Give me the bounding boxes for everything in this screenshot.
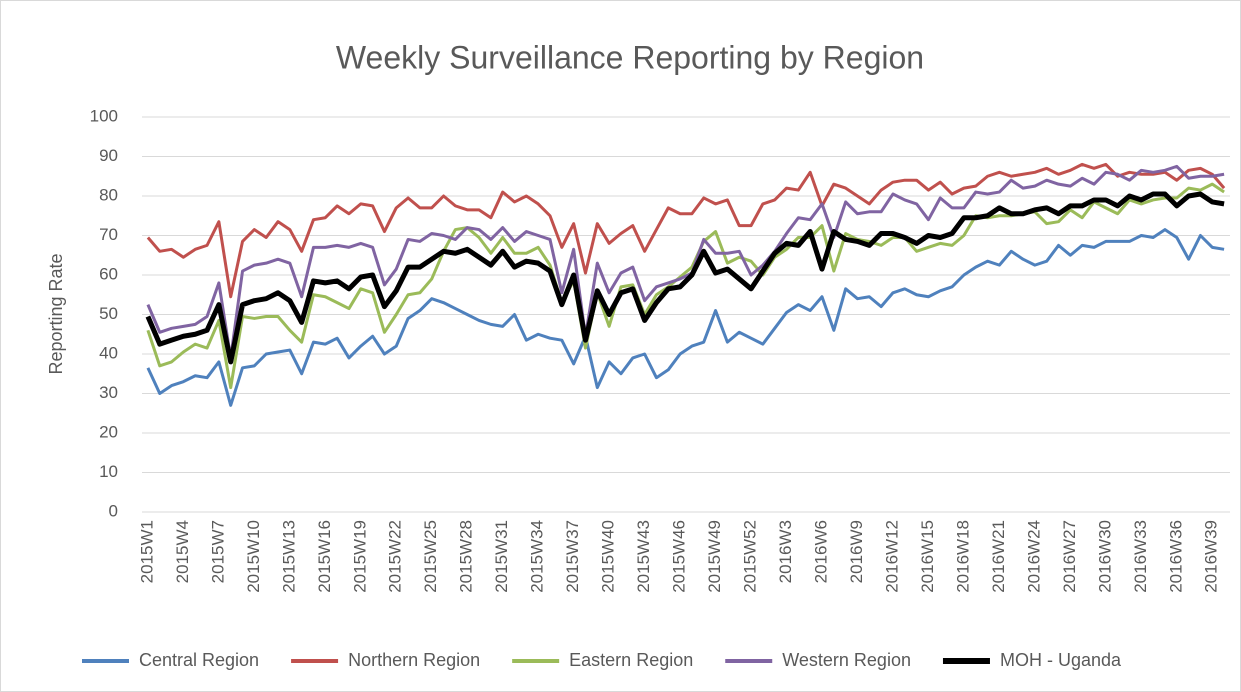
x-tick-label: 2015W28 [457,520,476,593]
x-tick-label: 2016W39 [1202,520,1221,593]
x-tick-label: 2016W30 [1095,520,1114,593]
chart-title: Weekly Surveillance Reporting by Region [336,39,924,75]
x-tick-label: 2015W7 [208,520,227,583]
x-tick-label: 2015W19 [350,520,369,593]
x-tick-label: 2015W31 [492,520,511,593]
series-line [145,191,1225,365]
x-tick-label: 2016W21 [989,520,1008,593]
x-tick-label: 2015W49 [705,520,724,593]
x-tick-label: 2015W37 [563,520,582,593]
legend-label: Northern Region [348,650,480,670]
x-tick-label: 2016W15 [918,520,937,593]
y-tick-label: 60 [99,264,118,283]
x-tick-label: 2015W4 [173,520,192,583]
x-tick-label: 2015W1 [137,520,156,583]
legend-label: MOH - Uganda [1000,650,1122,670]
series-line [146,164,1225,360]
y-tick-label: 40 [99,343,118,362]
x-tick-label: 2015W10 [244,520,263,593]
x-tick-label: 2016W36 [1166,520,1185,593]
y-tick-label: 20 [99,422,118,441]
legend-label: Eastern Region [569,650,693,670]
x-tick-label: 2016W27 [1060,520,1079,593]
legend-label: Western Region [782,650,911,670]
x-tick-label: 2016W6 [811,520,830,583]
x-tick-label: 2015W43 [634,520,653,593]
y-tick-label: 70 [99,225,118,244]
series-line [146,162,1226,299]
y-tick-label: 30 [99,383,118,402]
x-tick-label: 2016W33 [1131,520,1150,593]
series-line [146,228,1225,407]
y-tick-label: 50 [99,304,118,323]
legend-label: Central Region [139,650,259,670]
x-tick-label: 2015W16 [315,520,334,593]
x-tick-label: 2015W22 [386,520,405,593]
y-tick-label: 0 [109,501,118,520]
x-tick-label: 2016W9 [847,520,866,583]
x-tick-label: 2015W52 [741,520,760,593]
y-tick-label: 90 [99,146,118,165]
y-tick-label: 100 [90,106,118,125]
x-tick-label: 2015W46 [670,520,689,593]
y-tick-label: 80 [99,185,118,204]
x-tick-label: 2015W25 [421,520,440,593]
series-line [146,182,1225,390]
y-tick-label: 10 [99,462,118,481]
x-tick-label: 2015W13 [279,520,298,593]
x-tick-label: 2015W40 [599,520,618,593]
y-axis-label: Reporting Rate [46,253,66,374]
x-tick-label: 2016W24 [1024,520,1043,593]
x-tick-label: 2015W34 [528,520,547,593]
x-tick-label: 2016W18 [953,520,972,593]
x-tick-label: 2016W12 [882,520,901,593]
x-tick-label: 2016W3 [776,520,795,583]
